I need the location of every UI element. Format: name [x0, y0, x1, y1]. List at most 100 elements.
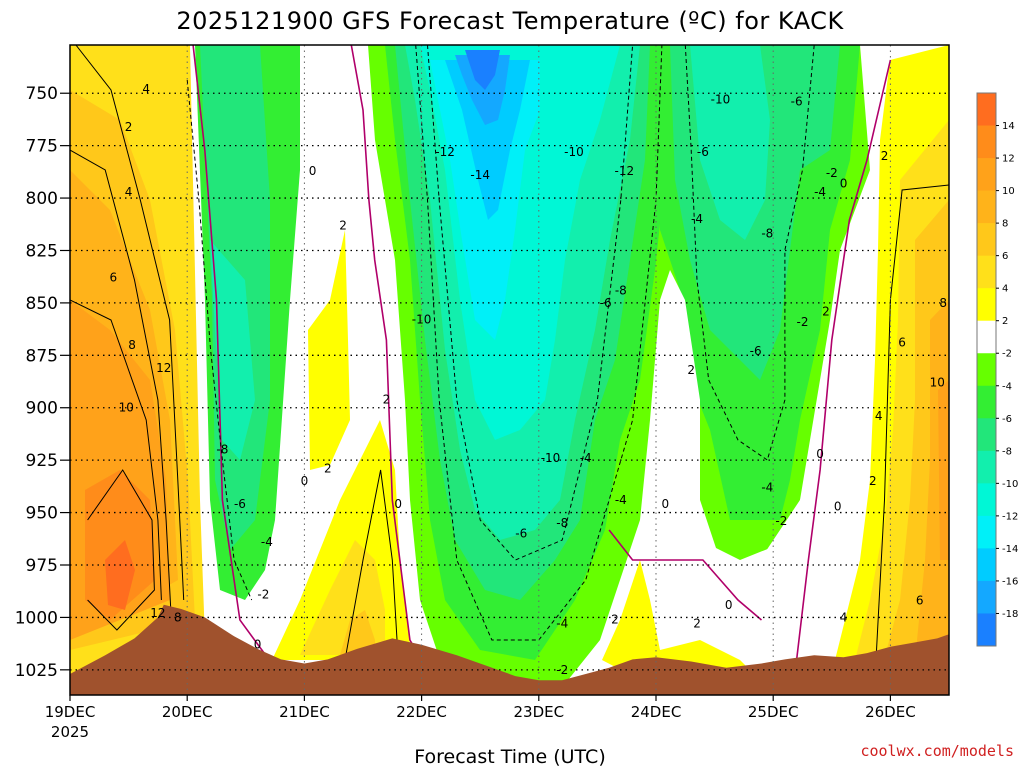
credit-link[interactable]: coolwx.com/models: [860, 742, 1014, 760]
contour-label: -8: [615, 283, 627, 297]
colorbar-bin: [977, 548, 996, 582]
contour-label: 8: [939, 296, 947, 310]
colorbar-label: -8: [1002, 446, 1012, 457]
x-tick-label: 23DEC: [514, 703, 565, 721]
y-tick-label: 925: [26, 451, 58, 471]
contour-label: -8: [556, 516, 568, 530]
colorbar-bin: [977, 385, 996, 419]
colorbar-label: 4: [1002, 284, 1008, 295]
contour-label: -6: [750, 344, 762, 358]
x-axis-label: Forecast Time (UTC): [414, 746, 605, 768]
y-tick-label: 900: [26, 399, 58, 419]
contour-label: 2: [339, 218, 347, 232]
contour-label: 2: [324, 462, 332, 476]
colorbar-bin: [977, 223, 996, 257]
x-axis: 19DEC 20DEC 21DEC 22DEC 23DEC 24DEC 25DEC 26DEC: [45, 695, 916, 721]
contour-label: 12: [156, 361, 171, 375]
y-tick-label: 800: [26, 189, 58, 209]
colorbar-label: -14: [1002, 544, 1018, 555]
contour-label: 0: [840, 176, 848, 190]
contour-label: 4: [840, 610, 848, 624]
contour-label: 12: [150, 606, 165, 620]
isotherm-line: [350, 45, 423, 661]
contour-label: -4: [691, 212, 703, 226]
colorbar-label: -12: [1002, 511, 1018, 522]
warm-region-day4: [602, 560, 760, 682]
contour-label: 0: [816, 447, 824, 461]
colorbar-label: 6: [1002, 251, 1008, 262]
isotherm-line: [70, 149, 172, 611]
contour-label: 6: [110, 271, 118, 285]
contour-label: 4: [142, 82, 150, 96]
isotherm-line: [427, 45, 634, 561]
contour-label: -4: [761, 480, 773, 494]
isotherm-line: [415, 45, 663, 641]
colorbar-bin: [977, 190, 996, 224]
colorbar-label: 14: [1002, 121, 1015, 132]
warm-region-left-14: [105, 540, 135, 610]
contour-label: 10: [119, 401, 134, 415]
terrain-below-surface: [70, 604, 949, 695]
x-tick-label: 26DEC: [865, 703, 916, 721]
colorbar-label: -18: [1002, 609, 1018, 620]
contour-label: -8: [761, 227, 773, 241]
contour-label: 4: [125, 185, 133, 199]
y-tick-label: 975: [26, 556, 58, 576]
contour-label: -10: [412, 313, 432, 327]
isotherm-line: [873, 184, 949, 695]
y-tick-label: 825: [26, 241, 58, 261]
temperature-field: [70, 45, 949, 690]
contour-label: 2: [822, 304, 830, 318]
colorbar-bin: [977, 255, 996, 289]
colorbar-bin: [977, 483, 996, 517]
x-tick-label: 21DEC: [279, 703, 330, 721]
contour-label: -6: [234, 497, 246, 511]
chart-title: 2025121900 GFS Forecast Temperature (ºC)…: [176, 7, 844, 35]
cold-trough-14: [445, 60, 530, 220]
colorbar-label: 8: [1002, 219, 1008, 230]
colorbar-label: 10: [1002, 186, 1015, 197]
contour-label: 0: [301, 474, 309, 488]
contour-label: -6: [600, 296, 612, 310]
contour-label: 0: [254, 638, 262, 652]
x-tick-label: 20DEC: [162, 703, 213, 721]
colorbar-label: -2: [1002, 349, 1012, 360]
contour-label: 8: [174, 610, 182, 624]
contour-label: -4: [615, 493, 627, 507]
contour-label: 2: [869, 474, 877, 488]
contour-label: -4: [814, 185, 826, 199]
contour-label: -2: [826, 166, 838, 180]
contour-label: 2: [687, 363, 695, 377]
x-tick-label: 22DEC: [396, 703, 447, 721]
y-tick-label: 1025: [15, 661, 58, 681]
colorbar-bin: [977, 93, 996, 127]
cold-region-day1-inner: [210, 240, 255, 460]
contour-label: 10: [930, 376, 945, 390]
contour-label: -12: [435, 145, 455, 159]
contour-label: -4: [261, 535, 273, 549]
warm-region-right-10: [938, 380, 949, 560]
contour-label: 0: [309, 164, 317, 178]
colorbar-label: -10: [1002, 479, 1018, 490]
colorbar-label: 12: [1002, 154, 1015, 165]
contour-label: 0: [394, 497, 402, 511]
y-tick-label: 850: [26, 294, 58, 314]
colorbar-bin: [977, 288, 996, 322]
contour-label: -6: [791, 95, 803, 109]
contour-label: 0: [662, 497, 670, 511]
contour-label: 8: [128, 338, 136, 352]
cold-trough-east-8: [690, 45, 770, 240]
isotherm-line: [87, 469, 155, 631]
isotherm-line: [186, 79, 253, 601]
contour-label: 2: [383, 392, 391, 406]
y-tick-label: 950: [26, 504, 58, 524]
isotherm-line: [192, 45, 270, 661]
colorbar-frame: [976, 92, 997, 647]
contour-label: -14: [470, 168, 490, 182]
contour-label: -2: [556, 663, 568, 677]
contour-label: 6: [916, 594, 924, 608]
contour-label: -10: [564, 145, 584, 159]
contour-label: -12: [615, 164, 635, 178]
